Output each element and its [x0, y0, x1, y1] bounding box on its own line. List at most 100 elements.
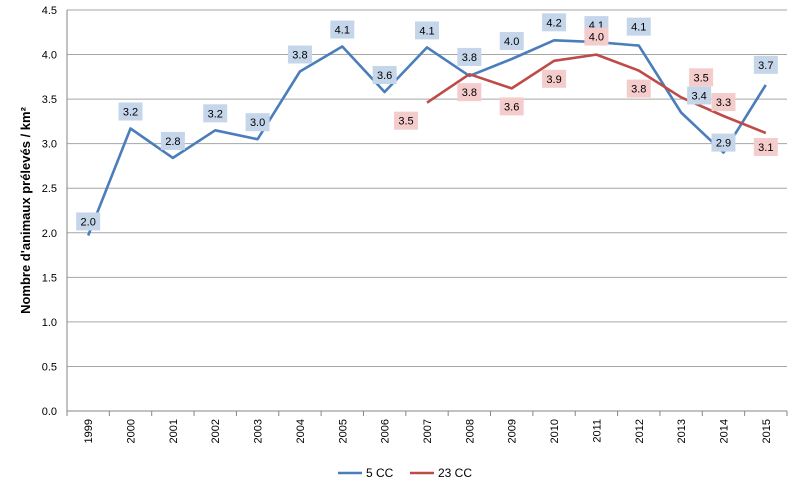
data-label-box — [394, 111, 418, 130]
series-line — [426, 53, 767, 135]
data-label: 3.6 — [372, 65, 397, 84]
data-label: 4.2 — [542, 13, 567, 32]
data-label-text: 3.2 — [208, 108, 223, 120]
data-label-text: 3.8 — [462, 52, 477, 64]
x-tick-label: 1999 — [83, 419, 95, 443]
data-label: 3.8 — [626, 79, 651, 98]
x-tick-label: 2012 — [634, 419, 646, 443]
data-label: 4.0 — [499, 32, 524, 51]
series-lines — [86, 38, 767, 236]
data-label-box — [711, 93, 736, 112]
data-label-box — [415, 21, 439, 40]
x-tick-label: 2003 — [253, 419, 265, 443]
data-label-box — [76, 212, 101, 231]
data-label-box — [626, 17, 651, 36]
data-label-text: 3.5 — [693, 72, 708, 84]
y-tick-label: 0.5 — [42, 361, 57, 373]
data-label-text: 4.1 — [419, 25, 434, 37]
data-label-box — [689, 68, 714, 87]
data-label-text: 3.5 — [398, 116, 413, 128]
legend-item: 23 CC — [410, 466, 472, 480]
data-label-text: 3.8 — [631, 84, 646, 96]
data-label: 3.8 — [457, 83, 482, 102]
data-label-box — [372, 65, 397, 84]
data-label-text: 3.6 — [377, 70, 392, 82]
data-label: 3.4 — [687, 86, 712, 105]
data-label: 2.8 — [160, 131, 185, 150]
data-label: 4.1 — [626, 17, 651, 36]
y-tick-label: 2.0 — [42, 228, 57, 240]
data-label: 3.8 — [287, 45, 312, 64]
y-tick-label: 1.0 — [42, 317, 57, 329]
x-tick-label: 2011 — [591, 419, 603, 443]
data-label-box — [542, 13, 567, 32]
data-label-text: 4.2 — [546, 17, 561, 29]
legend-item: 5 CC — [338, 466, 394, 480]
data-label-text: 3.8 — [292, 49, 307, 61]
x-tick-label: 2002 — [210, 419, 222, 443]
data-label: 3.5 — [394, 111, 418, 130]
y-tick-label: 4.0 — [42, 50, 57, 62]
x-tick-label: 2001 — [168, 419, 180, 443]
data-label: 4.0 — [584, 27, 609, 46]
data-label-text: 4.0 — [589, 32, 604, 44]
x-tick-label: 2015 — [761, 419, 773, 443]
data-label-text: 3.6 — [504, 101, 519, 113]
data-label-box — [118, 102, 143, 121]
x-tick-label: 2010 — [549, 419, 561, 443]
x-tick-label: 2000 — [126, 419, 138, 443]
legend-label: 23 CC — [438, 466, 472, 480]
data-label: 2.0 — [76, 212, 101, 231]
data-label-text: 3.1 — [758, 142, 773, 154]
y-tick-label: 0.0 — [42, 406, 57, 418]
data-label-box — [457, 83, 482, 102]
data-label-box — [687, 86, 712, 105]
data-label: 3.5 — [689, 68, 714, 87]
x-tick-label: 2007 — [422, 419, 434, 443]
data-label: 4.1 — [415, 21, 439, 40]
data-label-box — [584, 27, 609, 46]
data-label-box — [330, 20, 355, 39]
y-axis-ticks: 0.0 0.5 1.0 1.5 2.0 2.5 3.0 3.5 4.0 4.5 — [42, 5, 57, 418]
data-label: 3.7 — [753, 55, 778, 74]
data-label: 4.1 — [330, 20, 355, 39]
data-label-box — [753, 55, 778, 74]
data-label-text: 3.0 — [250, 117, 265, 129]
data-label: 3.2 — [118, 102, 143, 121]
data-label: 3.8 — [457, 47, 482, 66]
y-tick-label: 2.5 — [42, 183, 57, 195]
data-label-text: 3.7 — [758, 60, 773, 72]
data-label-text: 2.0 — [81, 216, 96, 228]
data-label-box — [499, 32, 524, 51]
data-label: 3.0 — [245, 113, 270, 132]
data-label-text: 3.8 — [462, 87, 477, 99]
x-tick-label: 2004 — [295, 419, 307, 443]
data-label-box — [457, 47, 482, 66]
y-axis-label: Nombre d'animaux prélevés / km² — [18, 106, 33, 314]
data-label-box — [203, 104, 228, 123]
data-label-box — [160, 131, 185, 150]
x-tick-label: 2006 — [380, 419, 392, 443]
data-label-box — [542, 69, 567, 88]
y-tick-label: 4.5 — [42, 5, 57, 17]
data-label-box — [499, 97, 524, 116]
data-label: 3.6 — [499, 97, 524, 116]
data-label: 3.9 — [542, 69, 567, 88]
y-tick-label: 3.0 — [42, 139, 57, 151]
legend: 5 CC 23 CC — [338, 466, 472, 480]
x-tick-label: 2005 — [337, 419, 349, 443]
gridlines — [66, 9, 787, 412]
y-tick-label: 1.5 — [42, 272, 57, 284]
data-label: 3.2 — [203, 104, 228, 123]
legend-label: 5 CC — [366, 466, 394, 480]
data-label: 2.9 — [711, 133, 736, 152]
data-label-box — [626, 79, 651, 98]
data-label-text: 4.0 — [504, 36, 519, 48]
x-tick-label: 2013 — [676, 419, 688, 443]
data-label-text: 3.2 — [123, 107, 138, 119]
data-label-box — [753, 137, 778, 156]
x-tick-label: 2014 — [718, 419, 730, 443]
data-label-text: 3.3 — [716, 97, 731, 109]
data-label-text: 2.8 — [165, 136, 180, 148]
